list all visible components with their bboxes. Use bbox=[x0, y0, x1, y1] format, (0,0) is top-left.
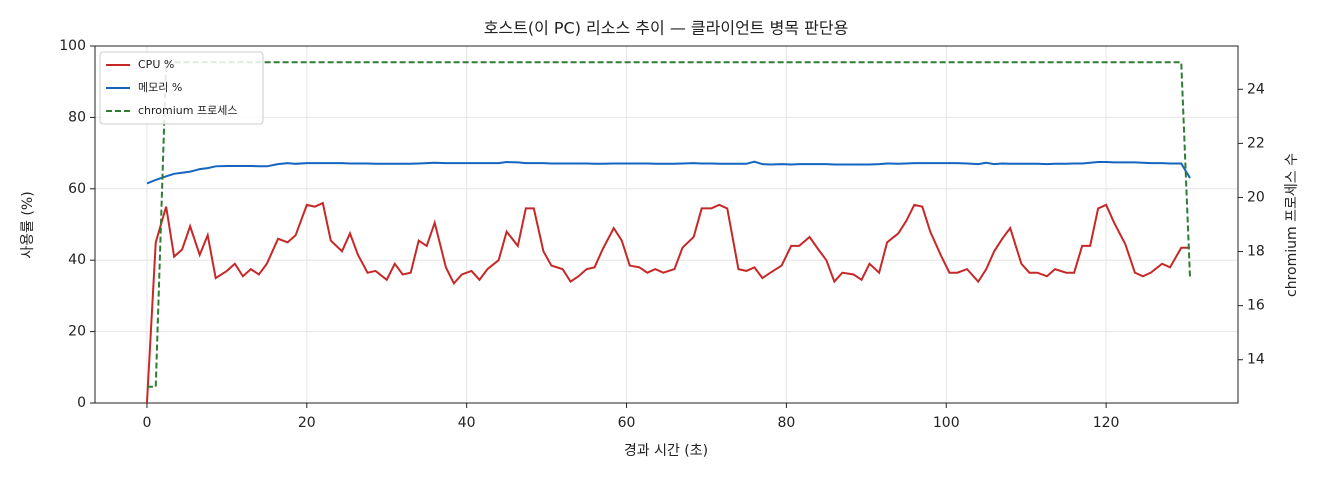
y2-tick-label: 24 bbox=[1247, 81, 1265, 97]
legend-label: 메모리 % bbox=[138, 81, 182, 94]
x-tick-label: 0 bbox=[142, 415, 151, 431]
legend-label: CPU % bbox=[138, 58, 174, 71]
x-tick-label: 80 bbox=[777, 415, 795, 431]
y2-tick-label: 14 bbox=[1247, 352, 1265, 368]
y-tick-label: 80 bbox=[68, 109, 86, 125]
legend-label: chromium 프로세스 bbox=[138, 104, 237, 117]
y-tick-label: 40 bbox=[68, 252, 86, 268]
x-tick-label: 40 bbox=[458, 415, 476, 431]
x-tick-label: 100 bbox=[933, 415, 960, 431]
chart-title: 호스트(이 PC) 리소스 추이 — 클라이언트 병목 판단용 bbox=[484, 19, 849, 38]
y-tick-label: 20 bbox=[68, 324, 86, 340]
y2-tick-label: 16 bbox=[1247, 298, 1265, 314]
y2-tick-label: 20 bbox=[1247, 189, 1265, 205]
x-axis-label: 경과 시간 (초) bbox=[624, 443, 708, 459]
y-tick-label: 0 bbox=[77, 395, 86, 411]
y2-axis-label: chromium 프로세스 수 bbox=[1284, 153, 1300, 297]
y2-tick-label: 22 bbox=[1247, 135, 1265, 151]
y-axis-label: 사용률 (%) bbox=[20, 191, 36, 258]
y-tick-label: 60 bbox=[68, 181, 86, 197]
x-tick-label: 120 bbox=[1093, 415, 1120, 431]
x-tick-label: 60 bbox=[618, 415, 636, 431]
plot-frame bbox=[94, 45, 1239, 404]
legend-box bbox=[99, 51, 264, 125]
y-tick-label: 100 bbox=[59, 38, 86, 54]
y2-tick-label: 18 bbox=[1247, 244, 1265, 260]
series-line bbox=[146, 61, 1192, 388]
series-line bbox=[146, 160, 1191, 185]
x-tick-label: 20 bbox=[298, 415, 316, 431]
series-line bbox=[145, 201, 1191, 404]
